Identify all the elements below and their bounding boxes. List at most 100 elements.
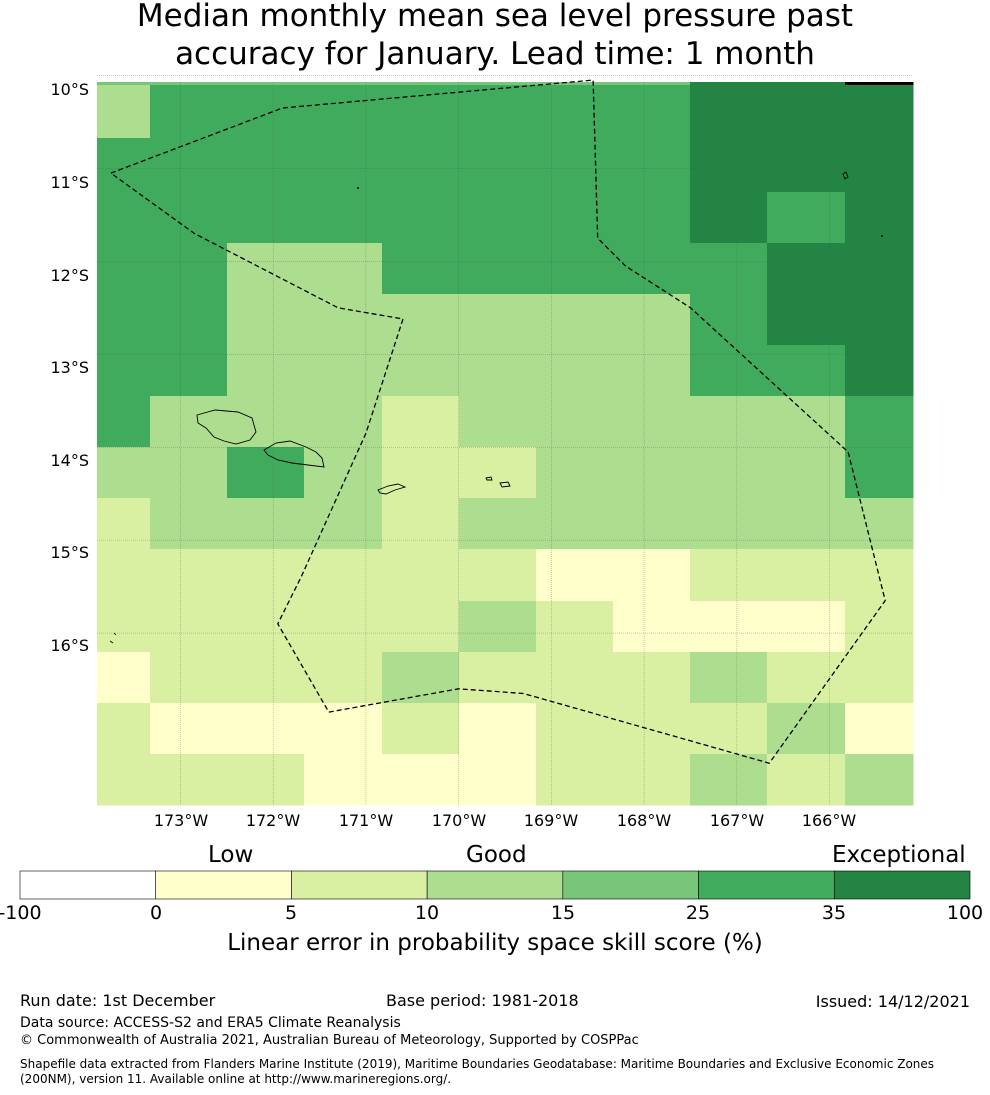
island-coastlines: [109, 171, 883, 644]
grid-cell: [304, 498, 383, 550]
grid-cell: [150, 294, 228, 346]
colorbar-bin: [291, 870, 428, 900]
island-tokelau: [842, 171, 849, 180]
grid-cell: [97, 243, 151, 295]
grid-cell: [150, 396, 228, 448]
island-tau: [499, 481, 511, 488]
grid-cell: [459, 192, 537, 244]
grid-cell: [613, 703, 691, 755]
grid-cell: [304, 703, 383, 755]
grid-cell: [97, 703, 151, 755]
grid-cell: [459, 652, 537, 704]
lon-label-170w: 170°W: [431, 811, 487, 830]
colorbar-label: Linear error in probability space skill …: [227, 930, 763, 956]
grid-cell: [150, 138, 228, 193]
grid-cell: [150, 85, 228, 139]
grid-cell: [845, 652, 914, 704]
grid-cell: [459, 601, 537, 653]
grid-cell: [97, 294, 151, 346]
data-source: Data source: ACCESS-S2 and ERA5 Climate …: [20, 1015, 401, 1031]
lon-label-168w: 168°W: [616, 811, 672, 830]
grid-cell: [690, 345, 768, 397]
grid-cell: [613, 294, 691, 346]
grid-cell: [767, 498, 846, 550]
grid-cell: [845, 138, 914, 193]
grid-cell: [150, 549, 228, 602]
grid-cell: [227, 549, 305, 602]
island-east-atoll: [881, 235, 883, 237]
category-good: Good: [466, 842, 527, 868]
grid-cell: [459, 549, 537, 602]
grid-cell: [767, 601, 846, 653]
grid-cell: [150, 192, 228, 244]
grid-cell: [227, 396, 305, 448]
grid-cell: [613, 396, 691, 448]
category-low: Low: [208, 842, 254, 868]
grid-cell: [382, 601, 460, 653]
tick-0: 0: [149, 902, 163, 924]
grid-cell: [536, 498, 614, 550]
grid-cell: [304, 754, 383, 806]
grid-cell: [845, 396, 914, 448]
grid-cell: [613, 138, 691, 193]
grid-cell: [845, 498, 914, 550]
grid-cell: [382, 82, 460, 86]
grid-cell: [150, 703, 228, 755]
grid-cell: [304, 652, 383, 704]
grid-cell: [304, 192, 383, 244]
grid-cell: [536, 549, 614, 602]
grid-cell: [304, 345, 383, 397]
grid-cell: [690, 754, 768, 806]
grid-cell: [97, 192, 151, 244]
colorbar-bin: [562, 870, 699, 900]
shapefile-credit: Shapefile data extracted from Flanders M…: [20, 1057, 935, 1086]
grid-cell: [382, 85, 460, 139]
grid-cell: [459, 294, 537, 346]
grid-cell: [304, 549, 383, 602]
tick-15: 15: [550, 902, 576, 924]
tick-35: 35: [821, 902, 847, 924]
grid-cell: [690, 138, 768, 193]
grid-cell: [304, 138, 383, 193]
base-period: Base period: 1981-2018: [386, 991, 579, 1010]
grid-cell: [150, 243, 228, 295]
grid-cell: [97, 601, 151, 653]
grid-cell: [459, 85, 537, 139]
grid-cell: [97, 138, 151, 193]
grid-cell: [382, 754, 460, 806]
grid-cell: [767, 138, 846, 193]
grid-cell: [536, 703, 614, 755]
eez-boundary: [110, 79, 886, 764]
grid-cell: [767, 549, 846, 602]
colorbar-bin: [19, 870, 157, 900]
lon-label-173w: 173°W: [153, 811, 209, 830]
issued-date: Issued: 14/12/2021: [815, 992, 970, 1011]
grid-cell: [227, 243, 305, 295]
grid-cell: [613, 447, 691, 499]
grid-cell: [97, 447, 151, 499]
grid-cell: [382, 345, 460, 397]
grid-cell: [227, 345, 305, 397]
tick-100: 100: [946, 902, 984, 924]
island-swains: [357, 187, 359, 189]
grid-cell: [304, 447, 383, 499]
lon-label-166w: 166°W: [801, 811, 857, 830]
grid-cell: [690, 601, 768, 653]
island-upolu: [263, 440, 325, 468]
tick-minus-100: -100: [0, 902, 42, 924]
grid-cell: [613, 243, 691, 295]
lat-label-11s: 11°S: [50, 173, 89, 192]
title-line-2: accuracy for January. Lead time: 1 month: [175, 36, 815, 72]
grid-cell: [97, 498, 151, 550]
grid-cell: [227, 294, 305, 346]
grid-cell: [97, 652, 151, 704]
lat-label-14s: 14°S: [50, 451, 89, 470]
grid-cell: [767, 243, 846, 295]
grid-cell: [227, 192, 305, 244]
tick-10: 10: [414, 902, 440, 924]
grid-cell: [613, 498, 691, 550]
grid-cell: [690, 447, 768, 499]
grid-cell: [536, 294, 614, 346]
grid-cell: [536, 652, 614, 704]
